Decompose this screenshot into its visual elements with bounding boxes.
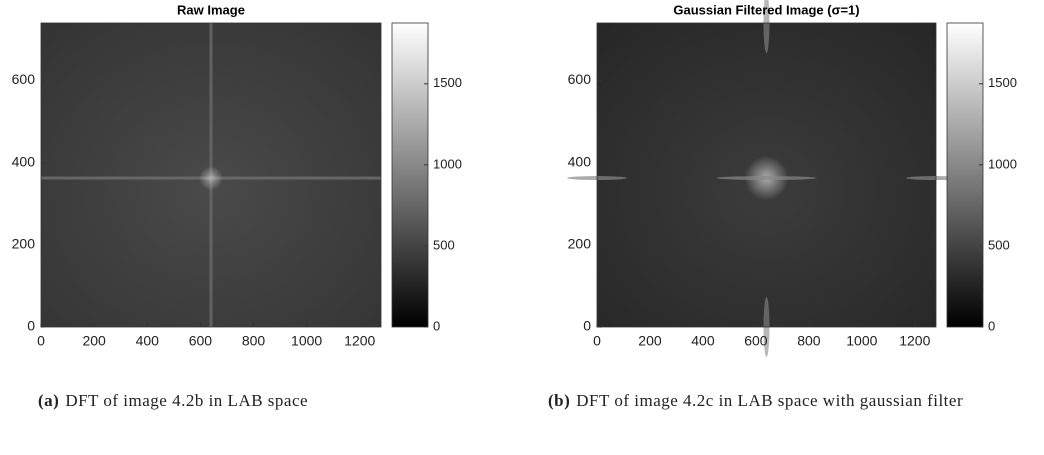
axes-frame — [40, 22, 382, 328]
chart-title: Gaussian Filtered Image (σ=1) — [673, 2, 859, 17]
x-tick-label: 1200 — [899, 333, 930, 349]
colorbar-tick-label: 500 — [988, 237, 1010, 252]
y-tick-label: 0 — [27, 318, 35, 334]
image-streak — [763, 0, 770, 53]
y-tick-label: 600 — [12, 71, 36, 87]
x-tick-label: 600 — [189, 333, 213, 349]
y-tick-label: 400 — [568, 153, 592, 169]
caption-text: DFT of image 4.2b in LAB space — [65, 391, 309, 410]
x-tick-label: 400 — [691, 333, 715, 349]
axes-frame — [596, 22, 937, 328]
colorbar-tick-label: 500 — [433, 237, 455, 252]
x-tick-label: 0 — [593, 333, 601, 349]
chart-title: Raw Image — [177, 2, 245, 17]
image-streak — [716, 176, 817, 181]
x-tick-label: 0 — [37, 333, 45, 349]
x-tick-label: 800 — [242, 333, 266, 349]
y-tick-label: 400 — [12, 153, 36, 169]
colorbar-tick-label: 0 — [433, 318, 440, 333]
x-tick-label: 1000 — [846, 333, 877, 349]
y-tick-label: 200 — [12, 236, 36, 252]
figure: Raw Image 0 200 400 600 800 1000 1200 0 200 400 600… — [12, 0, 1017, 357]
y-tick-label: 0 — [583, 318, 591, 334]
colorbar — [391, 22, 429, 328]
caption-label: (b) — [548, 391, 571, 410]
x-tick-label: 800 — [797, 333, 821, 349]
y-tick-label: 600 — [568, 71, 592, 87]
x-tick-label: 1000 — [291, 333, 322, 349]
colorbar-tick-label: 1000 — [433, 156, 462, 171]
x-tick-label: 1200 — [344, 333, 375, 349]
y-tick-label: 200 — [568, 236, 592, 252]
caption: (b) DFT of image 4.2c in LAB space with g… — [548, 386, 1038, 416]
caption: (a) DFT of image 4.2b in LAB space — [38, 386, 398, 416]
colorbar-tick-label: 1500 — [433, 75, 462, 90]
image-spot — [199, 166, 223, 191]
caption-label: (a) — [38, 391, 60, 410]
caption-text: DFT of image 4.2c in LAB space with gaus… — [576, 391, 964, 410]
colorbar-tick-label: 0 — [988, 318, 995, 333]
colorbar-tick-label: 1000 — [988, 156, 1017, 171]
x-tick-label: 600 — [744, 333, 768, 349]
colorbar — [946, 22, 984, 328]
x-tick-label: 200 — [82, 333, 106, 349]
x-tick-label: 400 — [136, 333, 160, 349]
colorbar-tick-label: 1500 — [988, 75, 1017, 90]
x-tick-label: 200 — [638, 333, 662, 349]
